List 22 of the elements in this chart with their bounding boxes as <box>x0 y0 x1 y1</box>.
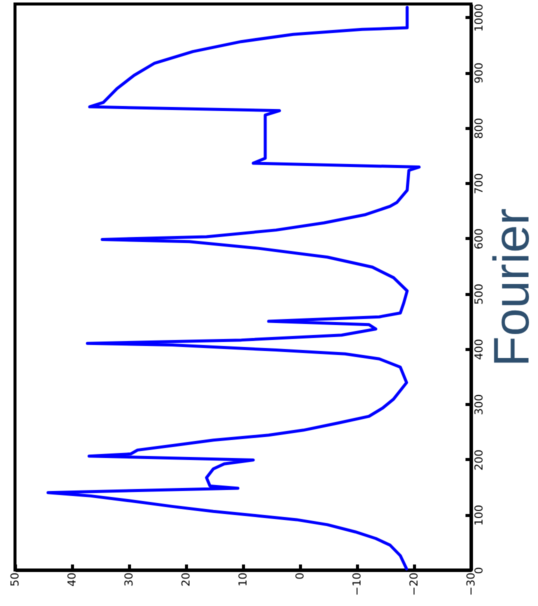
y-tick-label: 0 <box>472 567 486 574</box>
y-axis-title: Fourier <box>484 208 538 367</box>
y-tick-label: 200 <box>472 449 486 470</box>
x-tick-label: −10 <box>350 572 364 596</box>
x-tick-label: 40 <box>66 572 78 586</box>
x-tick-label: 0 <box>294 572 306 580</box>
x-tick-label: 50 <box>8 572 22 586</box>
y-tick-label: 100 <box>472 504 486 526</box>
y-tick-label: 700 <box>472 173 486 194</box>
x-tick-label: −30 <box>464 572 478 596</box>
x-tick-label: 10 <box>236 572 250 586</box>
x-tick-label: 30 <box>122 572 136 586</box>
y-tick-label: 400 <box>472 338 486 360</box>
y-tick-label: 800 <box>472 118 486 139</box>
x-tick-label: −20 <box>408 572 420 596</box>
line-series <box>46 6 421 570</box>
y-tick-label: 900 <box>472 62 486 84</box>
y-tick-label: 600 <box>472 228 486 250</box>
y-tick-label: 300 <box>472 394 486 416</box>
y-tick-label: 1000 <box>472 4 486 32</box>
x-tick-label: 20 <box>180 572 192 586</box>
y-tick-label: 500 <box>472 284 486 305</box>
